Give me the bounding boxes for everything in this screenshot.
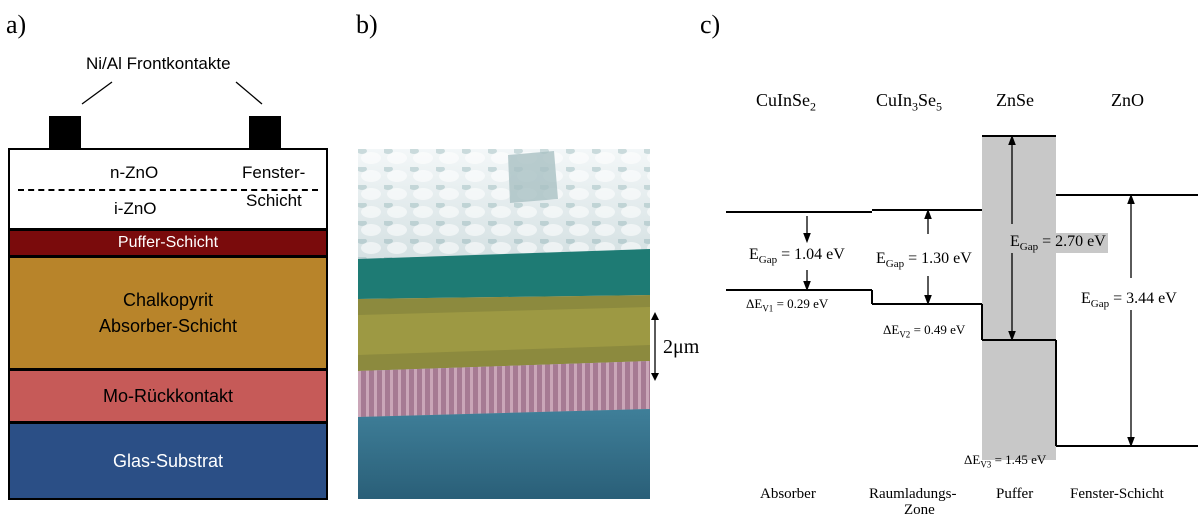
contact-pointer-lines — [81, 81, 263, 105]
znse-gap-region — [982, 136, 1056, 460]
material-znse: ZnSe — [996, 90, 1034, 110]
scale-bar — [651, 312, 659, 381]
region-buffer: Puffer — [996, 486, 1034, 502]
region-absorber: Absorber — [760, 486, 816, 502]
region-space-charge-2: Zone — [904, 502, 935, 518]
panel-a-label: a) — [6, 10, 27, 39]
gap-label-cuin3se5: EGap = 1.30 eV — [874, 250, 974, 271]
offset-label-v3: ΔEV3 = 1.45 eV — [964, 452, 1047, 470]
i-zno-label: i-ZnO — [114, 199, 157, 218]
region-space-charge-1: Raumladungs- — [869, 486, 957, 502]
fenster-label-2: Schicht — [246, 191, 302, 210]
absorber-label-2: Absorber-Schicht — [98, 316, 238, 336]
gap-label-zno: EGap = 3.44 eV — [1079, 290, 1179, 311]
back-contact-layer: Mo-Rückkontakt — [8, 369, 328, 423]
substrate-layer: Glas-Substrat — [8, 422, 328, 500]
absorber-label-1: Chalkopyrit — [122, 289, 214, 310]
gap-label-znse: EGap = 2.70 eV — [1008, 233, 1108, 254]
buffer-layer: Puffer-Schicht — [8, 229, 328, 257]
absorber-layer: Chalkopyrit Absorber-Schicht — [8, 256, 328, 370]
buffer-label: Puffer-Schicht — [117, 234, 219, 251]
sem-cross-section-image — [358, 149, 650, 499]
offset-label-v1: ΔEV1 = 0.29 eV — [746, 296, 829, 314]
band-diagram — [726, 134, 1198, 460]
region-window: Fenster-Schicht — [1070, 486, 1164, 502]
contacts-label: Ni/Al Frontkontakte — [86, 54, 231, 73]
material-cuinse2: CuInSe2 — [756, 90, 816, 114]
n-zno-label: n-ZnO — [110, 163, 159, 182]
substrate-label: Glas-Substrat — [112, 450, 224, 471]
material-cuin3se5: CuIn3Se5 — [876, 90, 942, 114]
window-layer: n-ZnO i-ZnO Fenster- Schicht — [8, 148, 328, 230]
back-contact-label: Mo-Rückkontakt — [102, 385, 234, 406]
fenster-label-1: Fenster- — [242, 163, 306, 182]
panel-c-label: c) — [700, 10, 721, 39]
gap-label-cuinse2: EGap = 1.04 eV — [747, 246, 847, 267]
front-contact-left — [49, 116, 81, 148]
panel-b-label: b) — [356, 10, 378, 39]
front-contact-right — [249, 116, 281, 148]
scale-label: 2μm — [663, 336, 700, 358]
dashed-divider — [18, 189, 318, 191]
material-zno: ZnO — [1111, 90, 1144, 110]
offset-label-v2: ΔEV2 = 0.49 eV — [883, 322, 966, 340]
